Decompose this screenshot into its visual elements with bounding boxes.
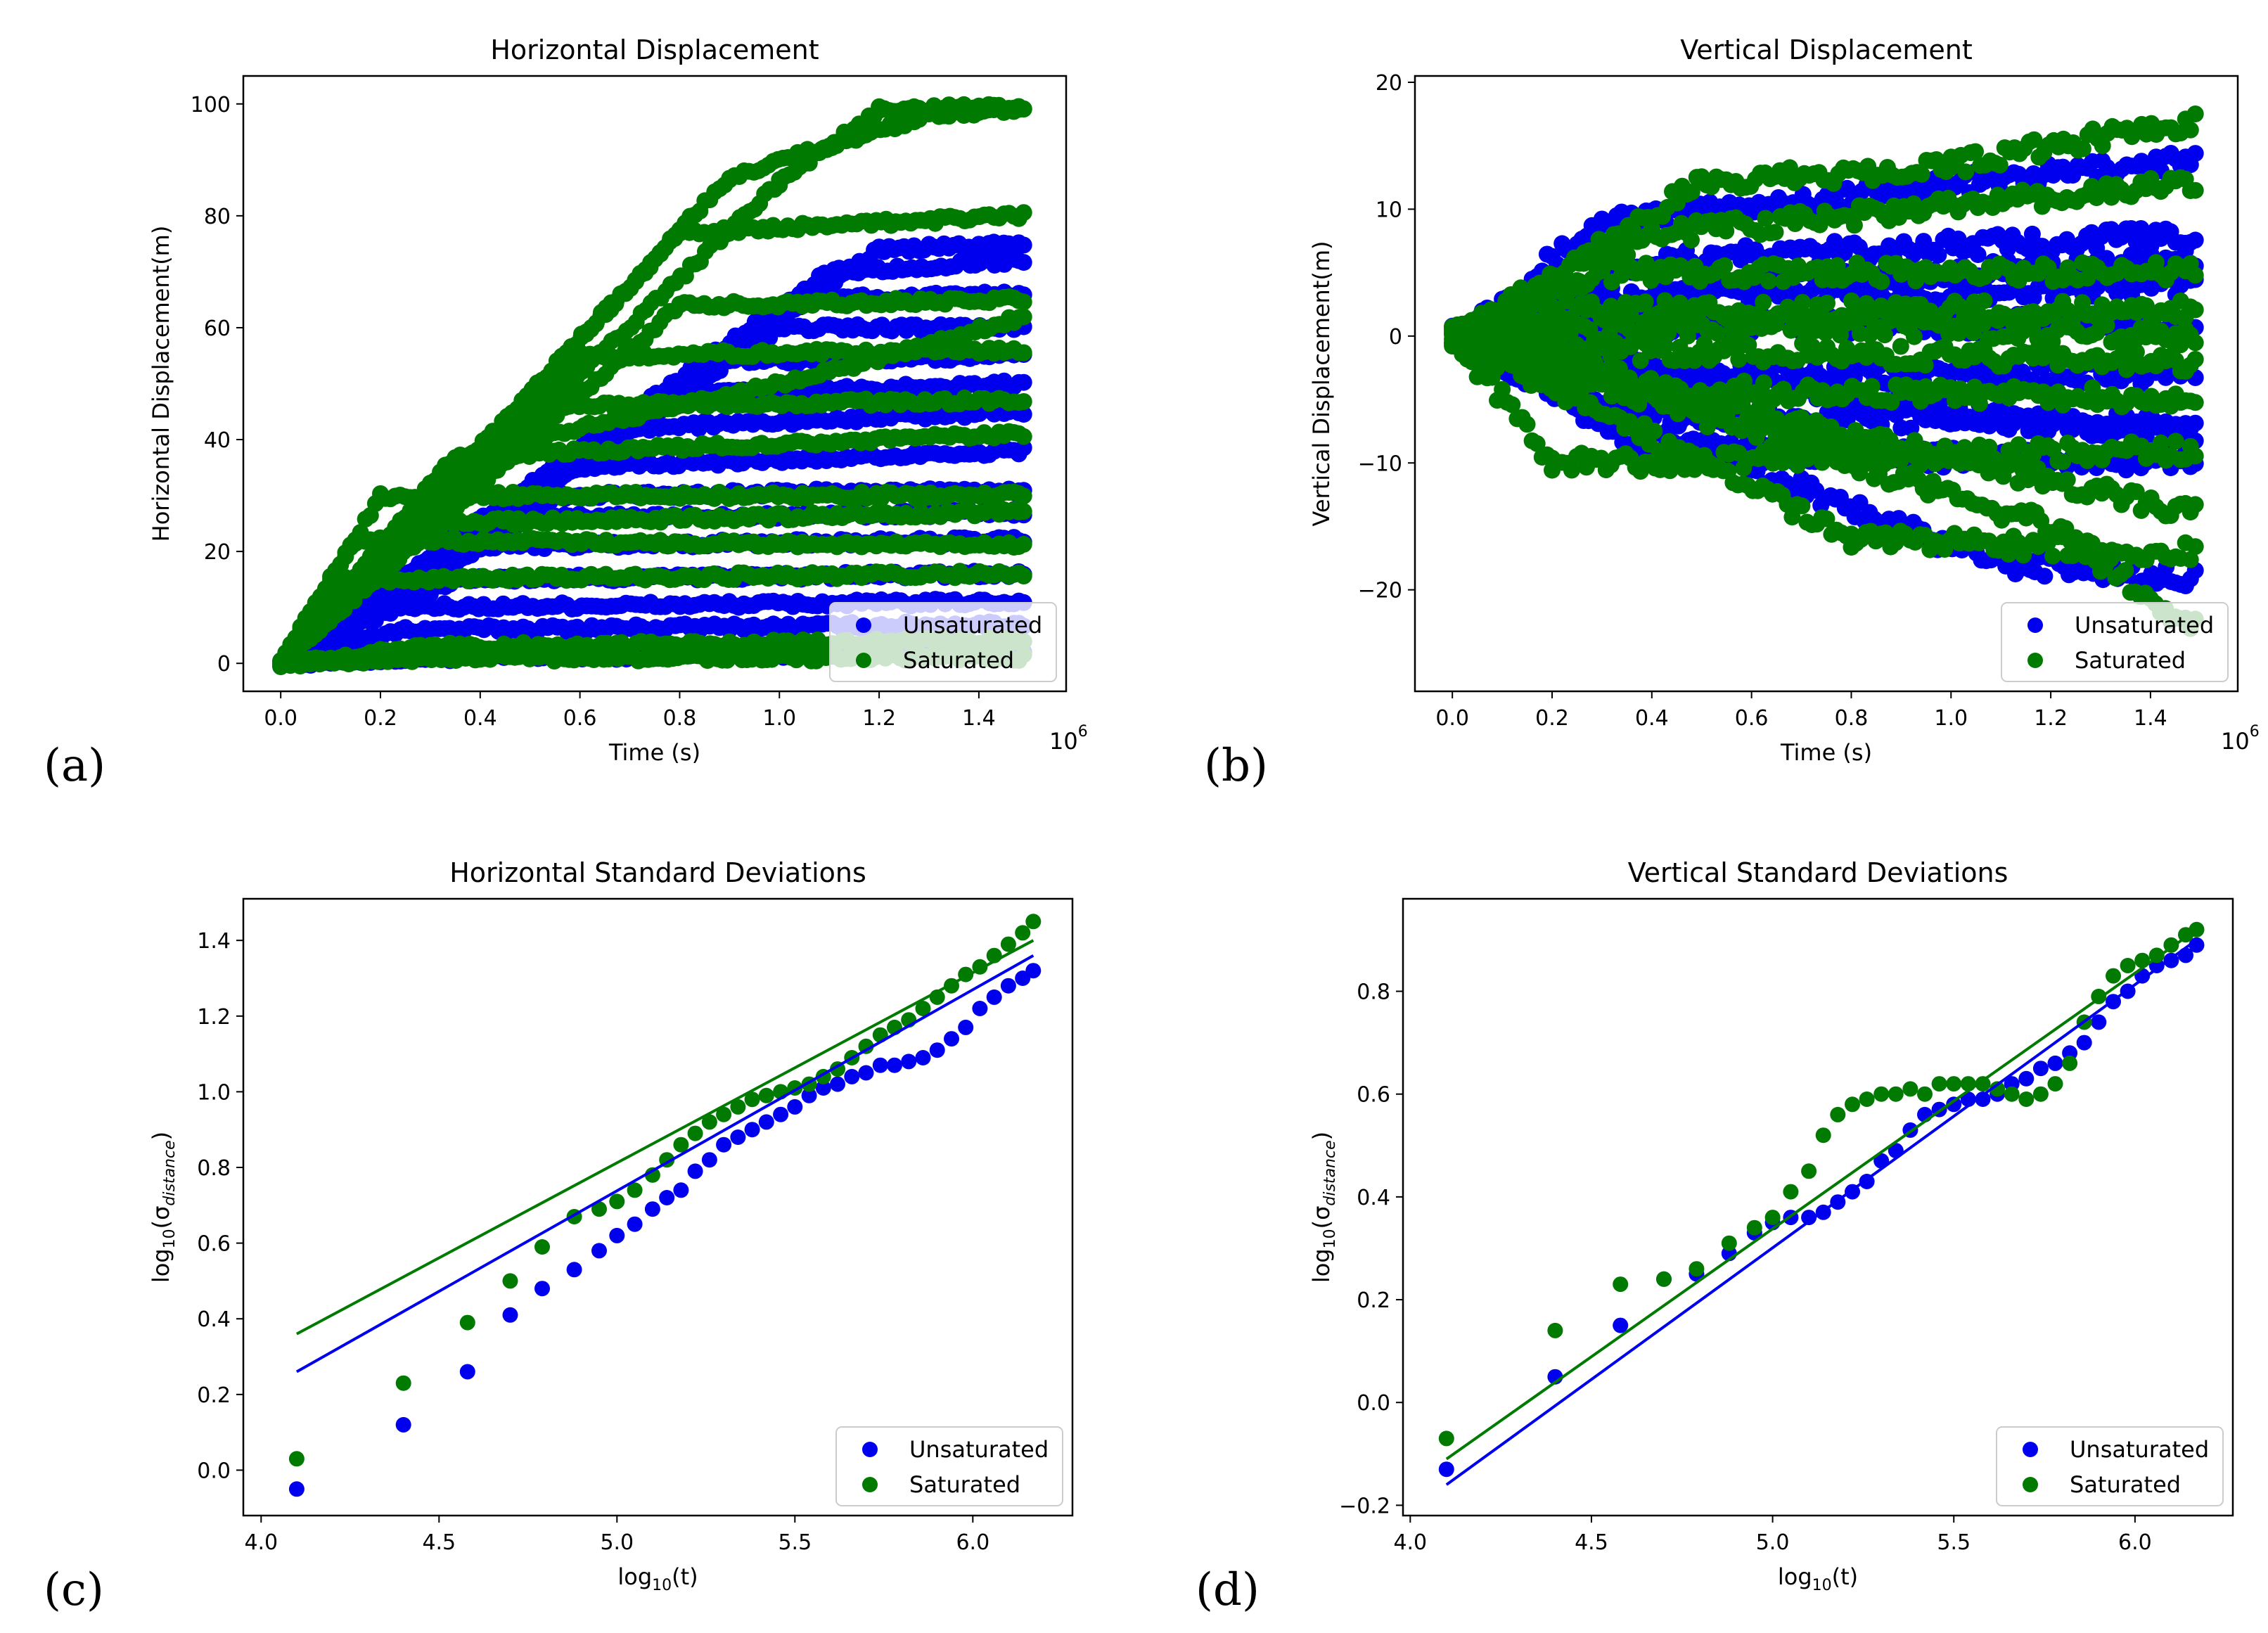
legend-label-saturated: Saturated [903, 647, 1014, 674]
data-point [1826, 233, 1843, 250]
x-tick-label: 1.2 [862, 706, 896, 731]
panel-letter-c: (c) [44, 1564, 104, 1616]
y-axis-label: Horizontal Displacement(m) [148, 226, 174, 542]
x-multiplier: 106 [1049, 723, 1088, 755]
x-tick-label: 0.6 [563, 706, 597, 731]
x-axis-label: Time (s) [608, 739, 700, 766]
chart-a: Horizontal Displacement 0.0 0.2 0.4 0.6 0.8 1.… [148, 34, 1088, 766]
legend-box [829, 602, 1057, 682]
data-point [1015, 308, 1032, 326]
data-point [1015, 236, 1032, 254]
y-tick-label: 0 [217, 652, 231, 677]
data-point [1969, 246, 1987, 264]
y-tick-label: 100 [191, 93, 231, 117]
data-point [1015, 373, 1032, 391]
data-point [1015, 393, 1032, 410]
y-tick-label: 60 [204, 316, 231, 341]
data-point [1015, 487, 1032, 505]
y-tick-label: 80 [204, 205, 231, 229]
axes-frame [242, 75, 1068, 693]
data-point [1015, 535, 1032, 553]
legend: Unsaturated Saturated [829, 602, 1057, 682]
data-point [1015, 568, 1032, 584]
legend-marker-saturated [856, 653, 871, 668]
data-point [1015, 428, 1032, 445]
data-point [1930, 246, 1947, 264]
data-point [1015, 503, 1032, 520]
data-layer [272, 96, 1032, 675]
y-tick-label: 40 [204, 428, 231, 453]
data-layer [1444, 105, 2204, 637]
x-tick-label: 0.4 [463, 706, 497, 731]
y-tick-label: 20 [204, 540, 231, 565]
data-point [2186, 145, 2204, 162]
x-tick-label: 1.0 [762, 706, 796, 731]
panel-letter-a: (a) [44, 740, 105, 792]
legend-label-unsaturated: Unsaturated [903, 612, 1042, 639]
data-point [2132, 220, 2150, 237]
data-point [2186, 231, 2204, 249]
panel-letter-d: (d) [1196, 1564, 1260, 1616]
panel-letter-b: (b) [1204, 740, 1268, 792]
data-point [1015, 293, 1032, 311]
chart-panels: Horizontal Displacement 0.0 0.2 0.4 0.6 0.8 1.… [148, 34, 2260, 1594]
x-tick-label: 0.8 [663, 706, 697, 731]
x-tick-label: 0.0 [264, 706, 297, 731]
data-point [1015, 254, 1032, 271]
x-tick-label: 0.2 [364, 706, 397, 731]
x-tick-label: 1.4 [962, 706, 996, 731]
data-point [1015, 204, 1032, 222]
data-point [1015, 344, 1032, 361]
chart-title: Horizontal Displacement [490, 34, 819, 65]
chart-title: Vertical Displacement [1680, 34, 1973, 65]
legend-marker-unsaturated [856, 617, 871, 633]
data-point [1015, 100, 1032, 117]
series-saturated [272, 96, 1032, 675]
